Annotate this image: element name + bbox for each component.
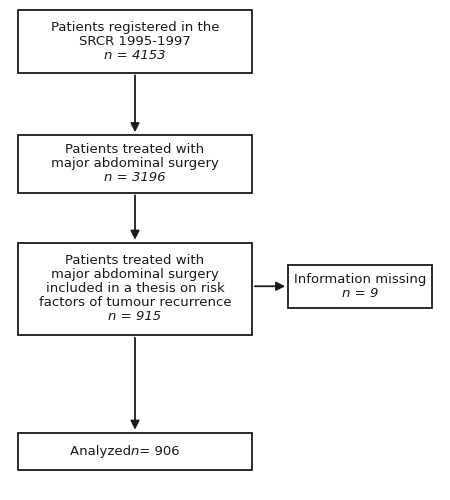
Text: Patients treated with: Patients treated with [65,254,205,267]
FancyBboxPatch shape [18,10,252,72]
Text: included in a thesis on risk: included in a thesis on risk [45,282,225,295]
FancyBboxPatch shape [18,135,252,192]
Text: Information missing: Information missing [294,273,426,286]
Text: Patients registered in the: Patients registered in the [51,20,219,34]
Text: factors of tumour recurrence: factors of tumour recurrence [39,296,231,309]
Text: n = 3196: n = 3196 [104,171,166,184]
Text: major abdominal surgery: major abdominal surgery [51,268,219,281]
Text: = 906: = 906 [135,445,180,458]
Text: Patients treated with: Patients treated with [65,143,205,156]
FancyBboxPatch shape [18,242,252,335]
Text: SRCR 1995-1997: SRCR 1995-1997 [79,35,191,48]
Text: Analyzed: Analyzed [70,445,135,458]
FancyBboxPatch shape [18,432,252,470]
Text: n: n [131,445,139,458]
Text: n = 9: n = 9 [342,287,378,300]
Text: n = 4153: n = 4153 [104,49,166,62]
FancyBboxPatch shape [288,265,432,308]
Text: major abdominal surgery: major abdominal surgery [51,157,219,170]
Text: n = 915: n = 915 [108,310,162,324]
